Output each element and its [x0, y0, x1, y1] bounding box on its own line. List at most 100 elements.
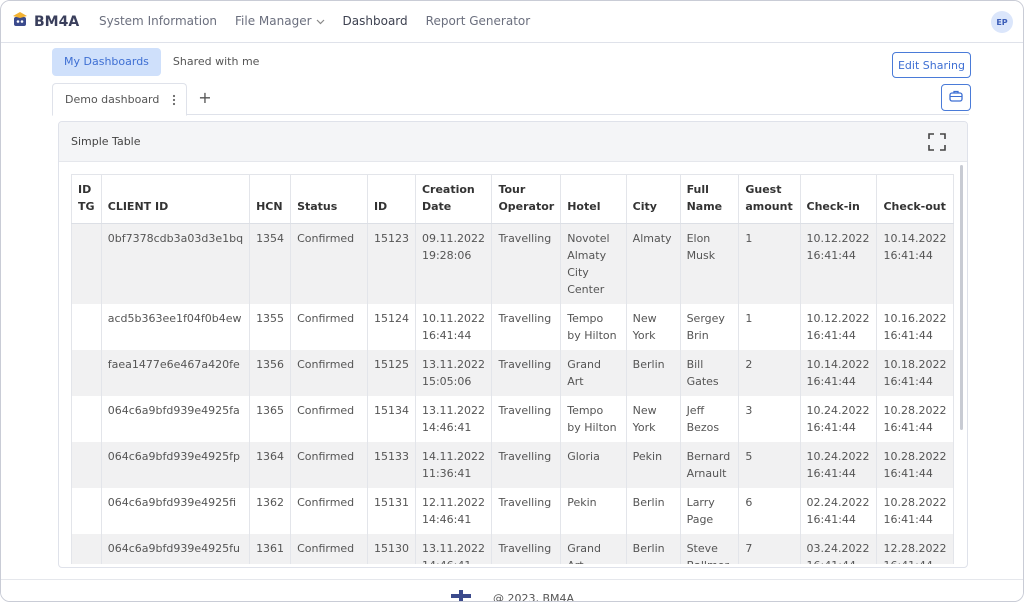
edit-sharing-button[interactable]: Edit Sharing [892, 52, 971, 78]
cell-id: 15124 [367, 304, 416, 350]
cell-status: Confirmed [290, 223, 368, 304]
nav-report-generator[interactable]: Report Generator [426, 14, 531, 28]
nav-dashboard[interactable]: Dashboard [343, 14, 408, 28]
vertical-scrollbar[interactable] [960, 165, 963, 430]
cell-check-in: 10.24.2022 16:41:44 [800, 442, 878, 488]
cell-guests: 1 [738, 304, 801, 350]
column-header[interactable]: Status [290, 174, 368, 224]
column-header[interactable]: Check-in [800, 174, 878, 224]
cell-id: 15123 [367, 223, 416, 304]
tab-my-dashboards[interactable]: My Dashboards [52, 48, 161, 76]
cell-hcn: 1365 [249, 396, 292, 442]
dashboard-tabs: Demo dashboard + [52, 83, 969, 116]
cell-city: Pekin [626, 442, 681, 488]
cell-city: Berlin [626, 488, 681, 534]
cell-hotel: Novotel Almaty City Center [560, 223, 627, 304]
column-header[interactable]: Guest amount [738, 174, 801, 224]
cell-creation-date: 09.11.2022 19:28:06 [415, 223, 493, 304]
cell-guests: 6 [738, 488, 801, 534]
cell-status: Confirmed [290, 304, 368, 350]
cell-idtg [71, 223, 102, 304]
user-avatar[interactable]: EP [991, 11, 1013, 33]
tab-shared-with-me[interactable]: Shared with me [172, 55, 260, 68]
cell-check-in: 10.24.2022 16:41:44 [800, 396, 878, 442]
table-row[interactable]: 0bf7378cdb3a03d3e1bq 1354 Confirmed 15123 09… [71, 223, 954, 304]
table-row[interactable]: 064c6a9bfd939e4925fu 1361 Confirmed 15130 13… [71, 534, 954, 564]
cell-check-in: 10.12.2022 16:41:44 [800, 223, 878, 304]
column-header[interactable]: Check-out [876, 174, 954, 224]
kebab-menu-icon[interactable] [167, 93, 181, 107]
cell-hcn: 1356 [249, 350, 292, 396]
cell-check-in: 10.14.2022 16:41:44 [800, 350, 878, 396]
column-header[interactable]: ID TG [71, 174, 102, 224]
cell-hotel: Tempo by Hilton [560, 396, 627, 442]
nav-label: Report Generator [425, 14, 531, 28]
tab-label: Demo dashboard [65, 93, 160, 106]
cell-client-id: 064c6a9bfd939e4925fu [101, 534, 251, 564]
cell-full-name: Elon Musk [680, 223, 740, 304]
column-header[interactable]: Creation Date [415, 174, 493, 224]
cell-check-out: 10.28.2022 16:41:44 [876, 442, 954, 488]
chevron-down-icon [316, 14, 325, 28]
column-header[interactable]: HCN [249, 174, 292, 224]
tab-demo-dashboard[interactable]: Demo dashboard [52, 83, 187, 116]
cell-check-out: 10.28.2022 16:41:44 [876, 396, 954, 442]
cell-check-in: 02.24.2022 16:41:44 [800, 488, 878, 534]
cell-city: Berlin [626, 534, 681, 564]
column-header[interactable]: CLIENT ID [101, 174, 251, 224]
cell-status: Confirmed [290, 488, 368, 534]
column-header[interactable]: Hotel [560, 174, 627, 224]
cell-guests: 2 [738, 350, 801, 396]
cell-hotel: Grand Art [560, 350, 627, 396]
cell-id: 15133 [367, 442, 416, 488]
nav-label: Dashboard [342, 14, 408, 28]
cell-creation-date: 13.11.2022 15:05:06 [415, 350, 493, 396]
cell-creation-date: 10.11.2022 16:41:44 [415, 304, 493, 350]
table-row[interactable]: 064c6a9bfd939e4925fa 1365 Confirmed 15134 13… [71, 396, 954, 442]
nav-file-manager[interactable]: File Manager [235, 14, 325, 28]
cell-id: 15130 [367, 534, 416, 564]
cell-check-out: 10.16.2022 16:41:44 [876, 304, 954, 350]
cell-status: Confirmed [290, 350, 368, 396]
cell-guests: 3 [738, 396, 801, 442]
cell-hotel: Pekin [560, 488, 627, 534]
cell-creation-date: 14.11.2022 11:36:41 [415, 442, 493, 488]
column-header[interactable]: City [626, 174, 681, 224]
cell-hotel: Gloria [560, 442, 627, 488]
column-header[interactable]: Tour Operator [491, 174, 562, 224]
table-row[interactable]: 064c6a9bfd939e4925fi 1362 Confirmed 15131 12… [71, 488, 954, 534]
add-tab-button[interactable]: + [198, 88, 212, 107]
logo[interactable]: BM4A [11, 11, 79, 32]
cell-check-out: 10.14.2022 16:41:44 [876, 223, 954, 304]
cell-tour-operator: Travelling [491, 396, 562, 442]
cell-full-name: Bernard Arnault [680, 442, 740, 488]
column-header[interactable]: Full Name [680, 174, 740, 224]
footer-copyright: @ 2023, BM4A [493, 592, 575, 602]
column-header[interactable]: ID [367, 174, 416, 224]
panel-header: Simple Table [59, 122, 967, 162]
cell-city: New York [626, 304, 681, 350]
cell-full-name: Larry Page [680, 488, 740, 534]
data-table: ID TG CLIENT ID HCN Status ID Creation Date To… [71, 174, 954, 564]
cell-check-out: 10.28.2022 16:41:44 [876, 488, 954, 534]
table-body: 0bf7378cdb3a03d3e1bq 1354 Confirmed 15123 09… [71, 223, 954, 564]
cell-city: New York [626, 396, 681, 442]
cell-tour-operator: Travelling [491, 534, 562, 564]
cell-creation-date: 12.11.2022 14:46:41 [415, 488, 493, 534]
bm4a-logo-icon [11, 11, 29, 32]
cell-idtg [71, 304, 102, 350]
simple-table-panel: Simple Table ID TG CLIENT ID HCN Status ID Cr… [58, 121, 968, 568]
table-row[interactable]: 064c6a9bfd939e4925fp 1364 Confirmed 15133 14… [71, 442, 954, 488]
fullscreen-icon[interactable] [927, 132, 947, 152]
nav-system-information[interactable]: System Information [99, 14, 217, 28]
cell-hotel: Grand Art [560, 534, 627, 564]
cell-creation-date: 13.11.2022 14:46:41 [415, 396, 493, 442]
nav-label: File Manager [235, 14, 312, 28]
briefcase-button[interactable] [941, 84, 971, 111]
cell-full-name: Sergey Brin [680, 304, 740, 350]
cell-city: Berlin [626, 350, 681, 396]
table-row[interactable]: faea1477e6e467a420fe 1356 Confirmed 15125 13… [71, 350, 954, 396]
bm4a-footer-icon [451, 590, 471, 601]
cell-full-name: Steve Ballmer [680, 534, 740, 564]
table-row[interactable]: acd5b363ee1f04f0b4ew 1355 Confirmed 15124 10… [71, 304, 954, 350]
